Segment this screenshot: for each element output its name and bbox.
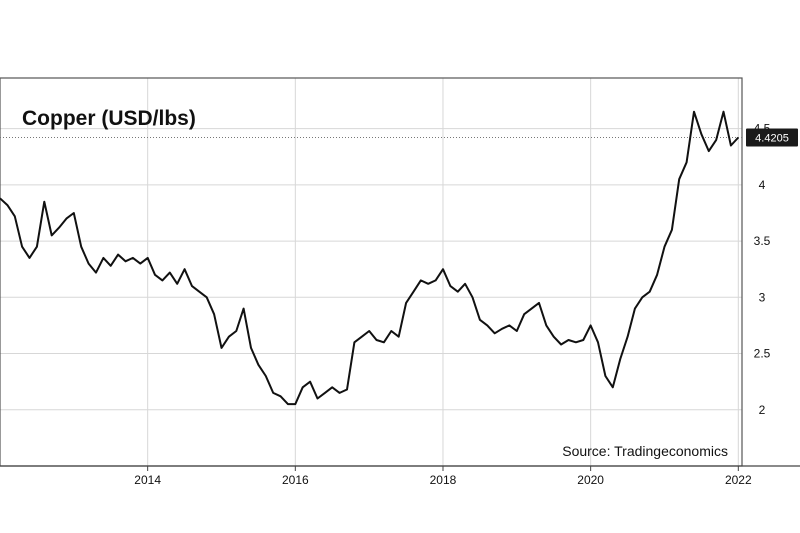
- grid-lines: [0, 78, 742, 466]
- y-tick-label: 2: [759, 403, 766, 417]
- y-axis-ticks: 22.533.544.5: [754, 122, 771, 417]
- x-tick-label: 2016: [282, 473, 309, 487]
- source-note: Source: Tradingeconomics: [562, 443, 728, 459]
- last-value-badge-box: [746, 128, 798, 147]
- y-tick-label: 3.5: [754, 234, 771, 248]
- x-axis-ticks: 2014 2016 2018 2020 2022: [134, 466, 752, 487]
- x-tick-label: 2014: [134, 473, 161, 487]
- y-tick-label: 4: [759, 178, 766, 192]
- x-tick-label: 2022: [725, 473, 752, 487]
- last-value-badge: 4.4205: [746, 128, 798, 147]
- last-value-label: 4.4205: [755, 133, 789, 145]
- y-tick-label: 2.5: [754, 347, 771, 361]
- x-tick-label: 2020: [577, 473, 604, 487]
- plot-frame: [0, 77, 743, 467]
- series-line-copper: [0, 110, 740, 406]
- x-tick-label: 2018: [430, 473, 457, 487]
- chart-title: Copper (USD/lbs): [22, 107, 196, 130]
- y-tick-label: 3: [759, 290, 766, 304]
